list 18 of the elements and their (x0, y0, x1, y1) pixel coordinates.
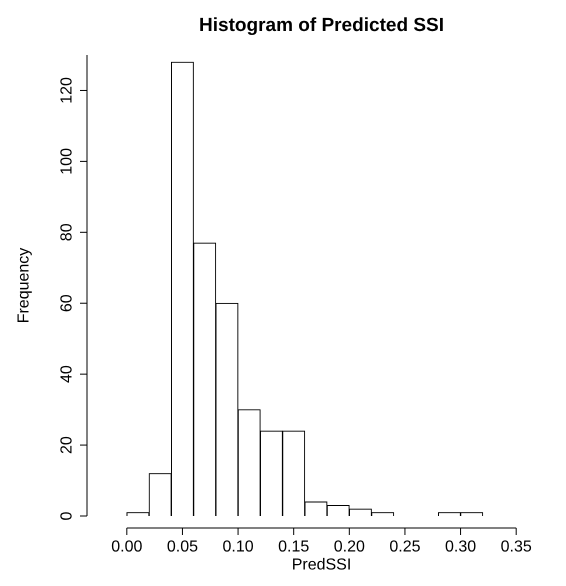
x-tick-label: 0.10 (222, 538, 254, 556)
y-tick-label: 20 (58, 436, 76, 454)
y-tick-label: 0 (58, 511, 76, 520)
x-tick-label: 0.05 (166, 538, 198, 556)
x-tick-label: 0.00 (111, 538, 142, 556)
y-tick-label: 40 (58, 365, 76, 384)
y-tick-label: 120 (58, 77, 76, 104)
x-tick-label: 0.20 (334, 538, 365, 556)
x-tick-label: 0.25 (389, 538, 421, 556)
x-tick-label: 0.30 (444, 538, 476, 556)
chart-title: Histogram of Predicted SSI (199, 15, 444, 36)
y-tick-label: 80 (58, 223, 76, 242)
y-axis-title: Frequency (15, 248, 32, 324)
x-axis-title: PredSSI (292, 556, 352, 574)
x-tick-label: 0.35 (500, 538, 532, 556)
y-tick-label: 100 (58, 148, 76, 175)
y-tick-label: 60 (58, 294, 76, 312)
x-tick-label: 0.15 (278, 538, 310, 556)
